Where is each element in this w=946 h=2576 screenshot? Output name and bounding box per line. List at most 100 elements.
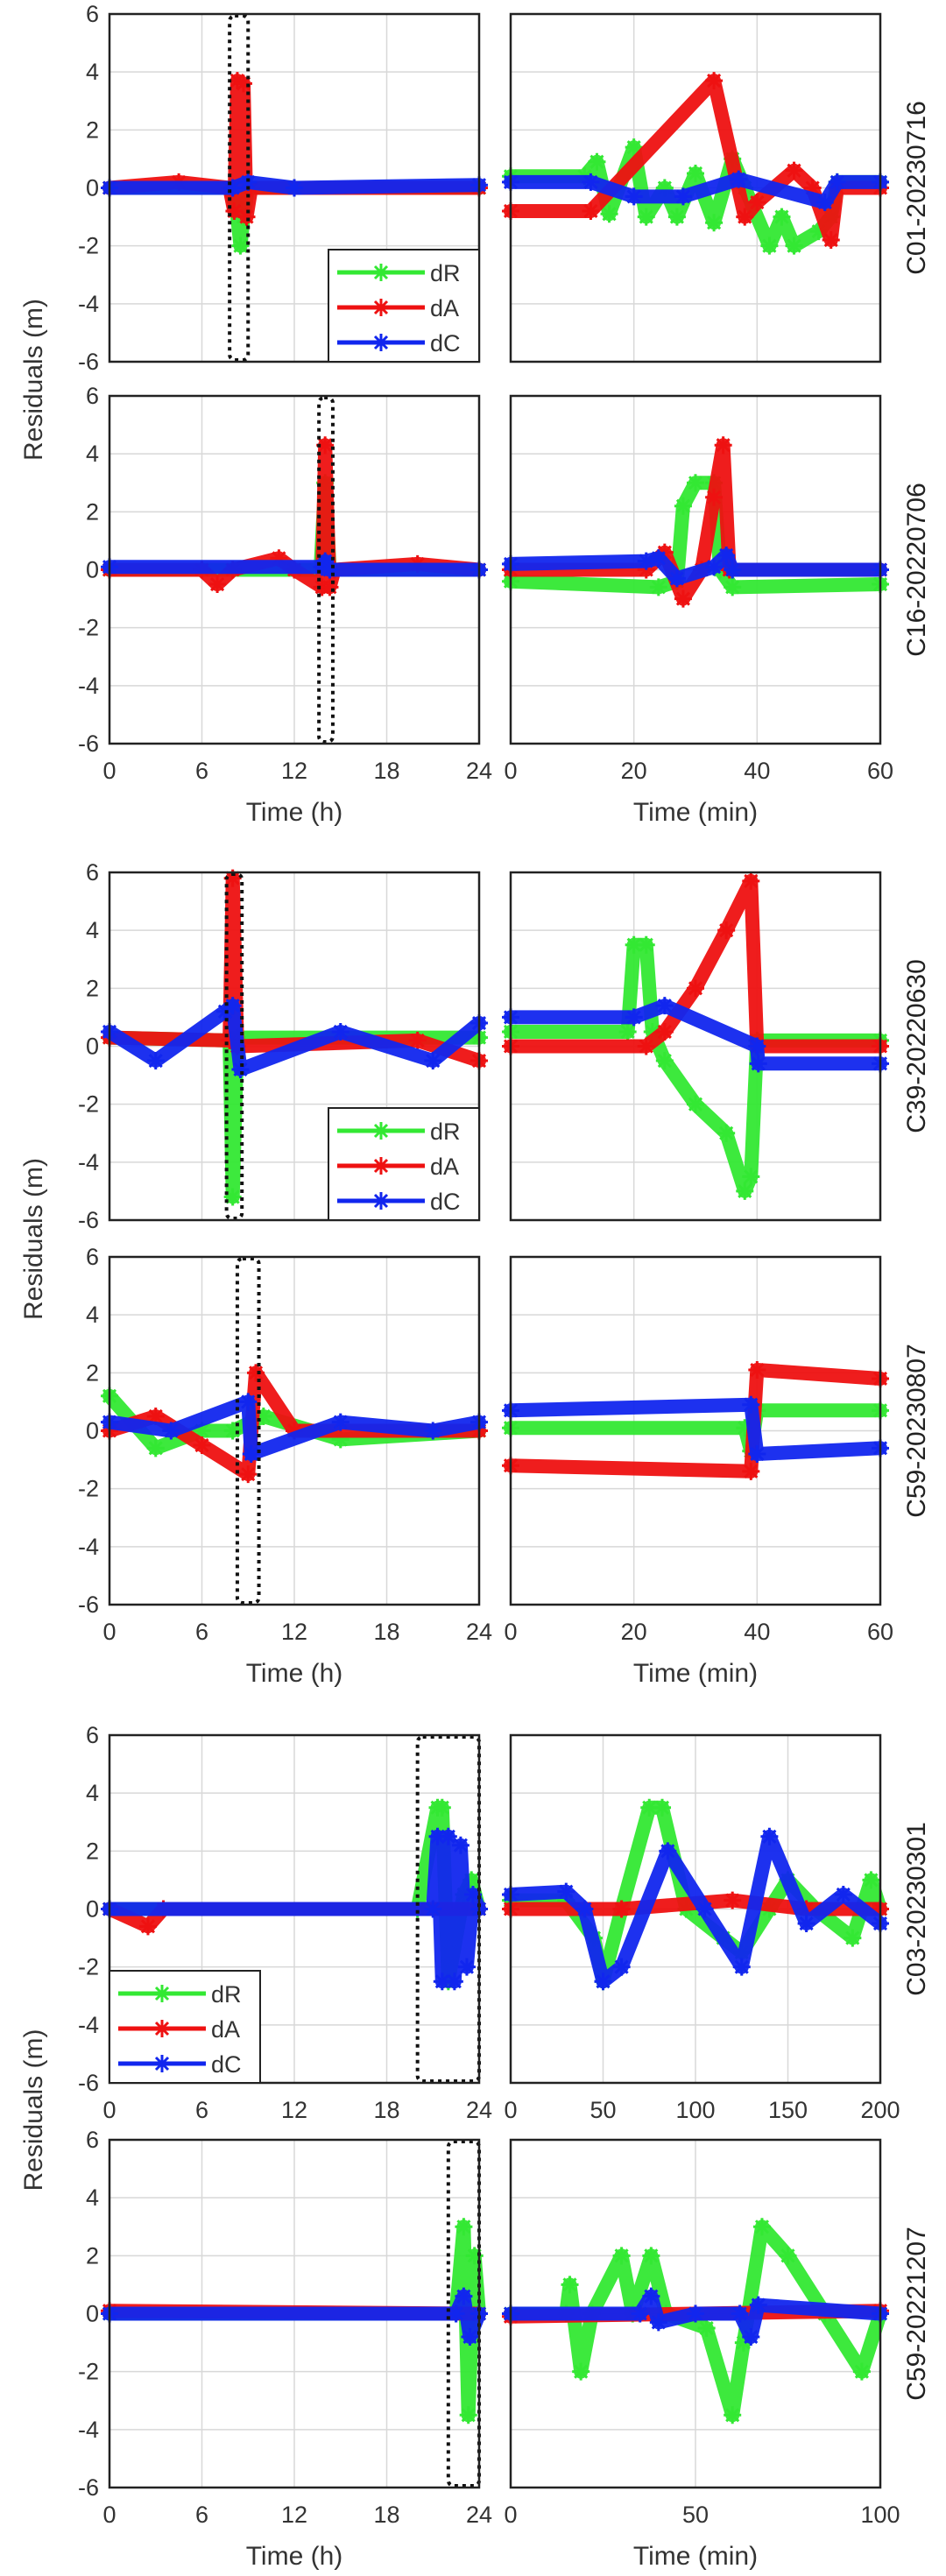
row-label: C59-20230807 (902, 1344, 931, 1518)
marker-dR (223, 1422, 242, 1440)
marker-dR (779, 2247, 797, 2265)
marker-dR (809, 222, 828, 241)
y-tick-label: 2 (86, 975, 99, 1001)
y-tick-label: 0 (86, 1418, 99, 1444)
marker-dC (461, 2327, 479, 2346)
marker-dA (803, 179, 822, 197)
marker-dC (321, 561, 339, 579)
legend-marker-dR (372, 264, 390, 281)
y-tick-label: -6 (78, 2070, 99, 2096)
x-axis-label: Time (h) (246, 798, 343, 827)
y-tick-label: -2 (78, 1954, 99, 1980)
marker-dR (637, 208, 655, 226)
legend-marker-dA (153, 2020, 171, 2037)
y-tick-label: -4 (78, 2012, 99, 2038)
marker-dA (408, 1031, 427, 1049)
marker-dR (742, 1168, 760, 1186)
marker-dA (742, 1462, 760, 1480)
marker-dR (655, 1052, 674, 1070)
marker-dC (242, 1444, 260, 1463)
highlight-box (317, 396, 335, 744)
x-tick-label: 60 (867, 758, 893, 784)
y-axis-label: Residuals (m) (19, 2029, 48, 2191)
marker-dR (687, 1095, 704, 1113)
x-tick-label: 0 (504, 1619, 517, 1645)
y-tick-label: 0 (86, 2301, 99, 2327)
marker-dR (331, 1430, 349, 1449)
x-tick-label: 24 (466, 1619, 492, 1645)
legend: dR dA dC (109, 1970, 261, 2084)
marker-dC (748, 1444, 766, 1463)
x-tick-label: 24 (466, 758, 492, 784)
y-tick-label: 0 (86, 175, 99, 201)
marker-dR (643, 1022, 661, 1041)
highlight-box (224, 872, 244, 1220)
axes-frame (509, 12, 882, 363)
x-tick-label: 24 (466, 2097, 492, 2123)
marker-dC (731, 2304, 749, 2323)
row-label: C03-20230301 (902, 1822, 931, 1996)
y-tick-label: 6 (86, 1, 99, 27)
marker-dA (208, 575, 227, 594)
axes-frame (108, 394, 481, 745)
x-tick-label: 18 (373, 1619, 399, 1645)
y-tick-label: 4 (86, 2184, 99, 2211)
legend-label-dC: dC (430, 1189, 461, 1215)
legend: dR dA dC (328, 1107, 480, 1221)
marker-dR (852, 2362, 871, 2381)
marker-dC (674, 187, 692, 206)
y-tick-label: -4 (78, 291, 99, 317)
marker-dR (724, 2406, 742, 2424)
x-tick-label: 12 (281, 2502, 307, 2528)
marker-dA (717, 921, 736, 940)
subplot-4: -6 -4 -2 0 2 4 6 dR dA dC (78, 859, 488, 1233)
marker-dA (582, 201, 600, 220)
marker-dC (659, 1842, 677, 1860)
marker-dR (612, 2247, 631, 2265)
marker-dA (742, 872, 760, 890)
marker-dA (748, 1361, 766, 1380)
marker-dC (655, 997, 674, 1015)
marker-dR (625, 935, 643, 954)
marker-dR (785, 236, 803, 255)
marker-dR (760, 236, 779, 255)
series-dC (504, 1397, 887, 1461)
legend-label-dR: dR (430, 260, 461, 286)
marker-dC (732, 1958, 751, 1976)
highlight-box (415, 1735, 481, 2083)
marker-dR (687, 164, 704, 182)
legend-label-dR: dR (211, 1981, 242, 2008)
marker-dR (193, 1422, 211, 1440)
y-tick-label: 4 (86, 59, 99, 85)
x-axis-label: Time (min) (633, 2542, 758, 2571)
highlight-box (235, 1257, 261, 1605)
marker-dA (234, 74, 252, 93)
marker-dR (653, 1798, 672, 1817)
marker-dC (316, 552, 335, 570)
marker-dC (424, 1900, 442, 1918)
x-tick-label: 12 (281, 2097, 307, 2123)
marker-dC (313, 558, 331, 576)
marker-dR (667, 208, 686, 226)
y-tick-label: 6 (86, 2127, 99, 2153)
y-tick-label: 0 (86, 1896, 99, 1923)
marker-dC (594, 1973, 612, 1991)
marker-dC (637, 552, 655, 570)
y-tick-label: 6 (86, 1244, 99, 1270)
marker-dA (270, 549, 288, 568)
x-tick-label: 18 (373, 758, 399, 784)
x-tick-label: 0 (504, 758, 517, 784)
marker-dC (557, 1882, 575, 1901)
marker-dA (736, 208, 754, 226)
marker-dR (752, 2218, 771, 2236)
marker-dR (637, 935, 655, 954)
marker-dC (575, 1900, 594, 1918)
series-dC (102, 1829, 486, 1989)
marker-dA (785, 161, 803, 180)
marker-dC (463, 1885, 482, 1903)
legend-label-dA: dA (430, 295, 459, 321)
series-dC (102, 999, 486, 1076)
